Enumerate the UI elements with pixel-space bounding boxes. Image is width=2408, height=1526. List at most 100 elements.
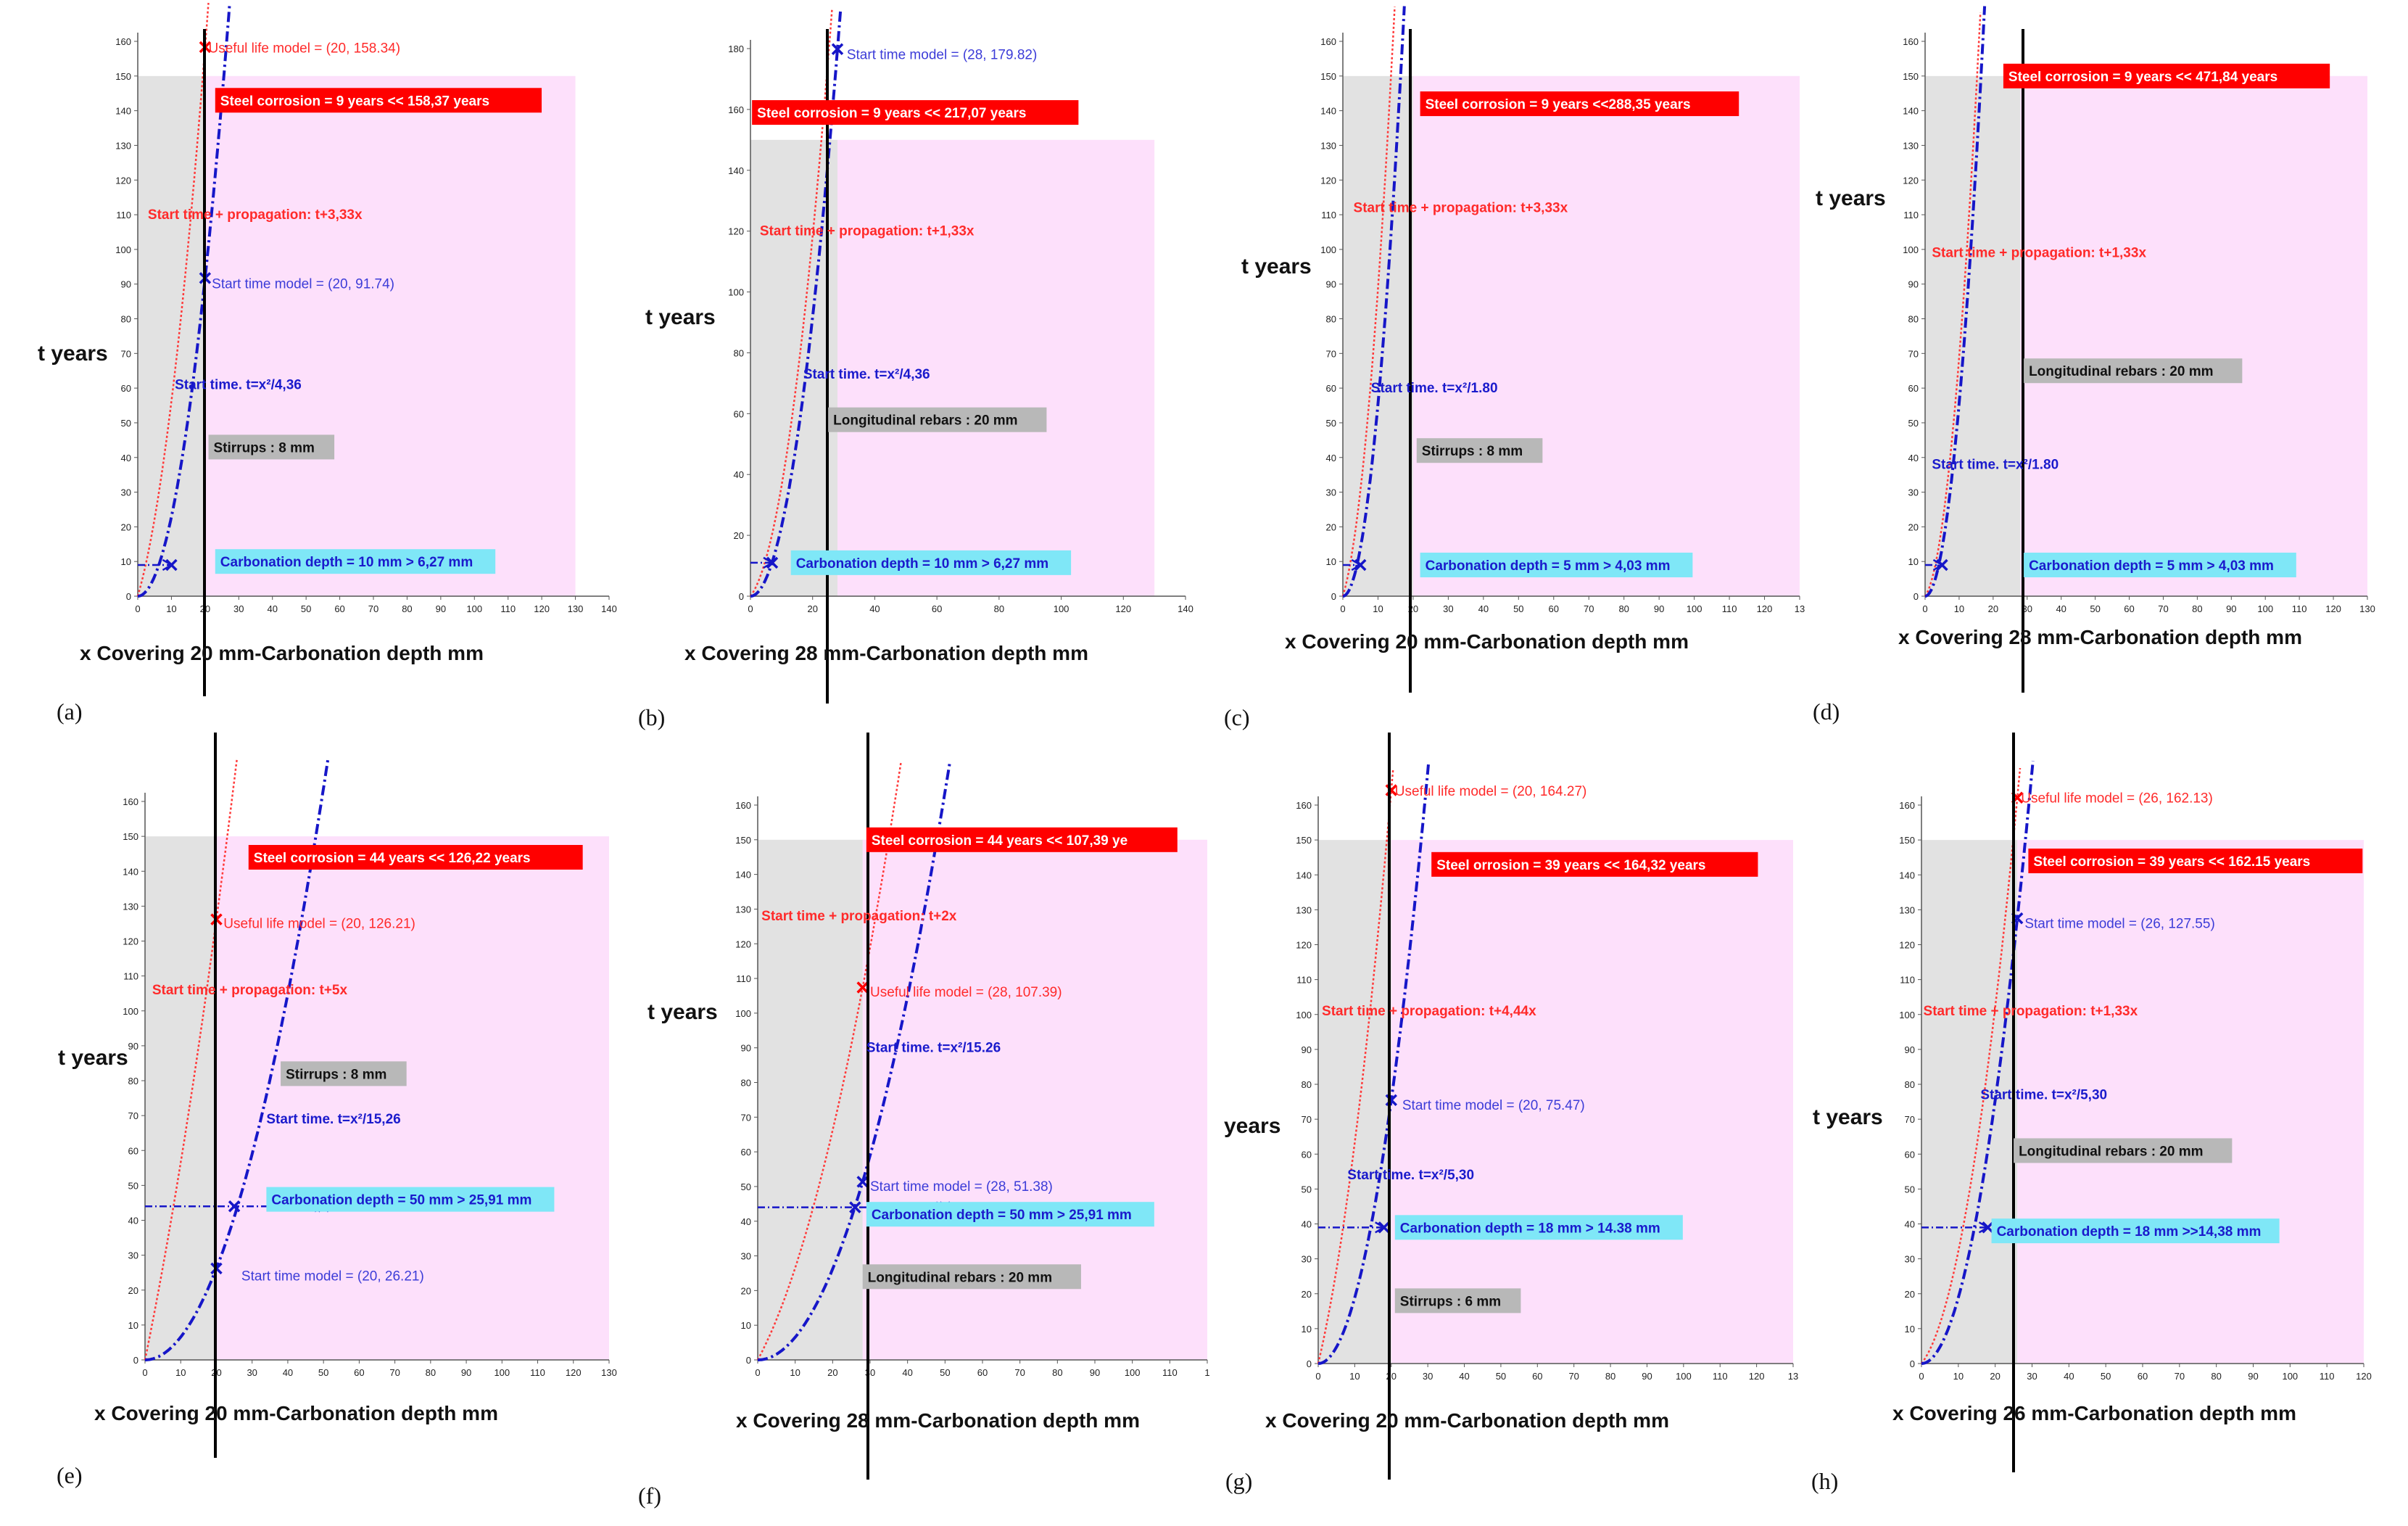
- y-tick-label: 140: [1903, 106, 1919, 117]
- x-tick-label: 80: [2211, 1371, 2221, 1382]
- x-tick-label: 140: [1178, 603, 1193, 614]
- y-tick-label: 0: [739, 591, 744, 602]
- y-tick-label: 130: [1903, 140, 1919, 151]
- x-tick-label: 80: [1605, 1371, 1615, 1382]
- x-tick-label: 80: [1052, 1367, 1062, 1378]
- x-tick-label: 10: [1954, 603, 1964, 614]
- y-tick-label: 160: [1899, 800, 1915, 811]
- data-point-marker: [856, 981, 869, 994]
- x-tick-label: 0: [1315, 1371, 1320, 1382]
- x-axis-label: x Covering 26 mm-Carbonation depth mm: [1892, 1402, 2296, 1424]
- x-tick-label: 10: [1349, 1371, 1360, 1382]
- y-tick-label: 50: [1908, 418, 1919, 429]
- gray-zone: [1921, 840, 2018, 1364]
- annotation-label: Start time + propagation: t+2x: [761, 909, 957, 924]
- x-tick-label: 110: [500, 603, 516, 614]
- pink-zone: [204, 75, 576, 596]
- y-tick-label: 80: [741, 1078, 751, 1089]
- y-tick-label: 70: [1302, 1114, 1312, 1125]
- annotation-box-red: [2028, 849, 2363, 873]
- y-tick-label: 180: [728, 44, 744, 54]
- x-tick-label: 40: [2064, 1371, 2074, 1382]
- annotation-label: Start time. t=x²/5,30: [1980, 1087, 2107, 1102]
- x-tick-label: 110: [530, 1367, 545, 1378]
- x-tick-label: 60: [1549, 603, 1559, 614]
- y-tick-label: 30: [121, 487, 131, 498]
- x-tick-label: 20: [807, 603, 817, 614]
- panel-label: (h): [1811, 1468, 1838, 1494]
- series-line-start-time: [750, 9, 843, 598]
- y-tick-label: 120: [728, 226, 744, 237]
- annotation-box-gray: [281, 1061, 407, 1086]
- y-tick-label: 60: [1326, 383, 1336, 394]
- y-tick-label: 60: [121, 383, 131, 394]
- x-tick-label: 80: [994, 603, 1004, 614]
- y-tick-label: 110: [736, 973, 751, 984]
- series-line-propagation: [756, 762, 902, 1361]
- x-tick-label: 30: [2027, 1371, 2037, 1382]
- annotation-label: Start time + propagation: t+3,33x: [1354, 201, 1568, 216]
- y-tick-label: 90: [121, 279, 131, 290]
- x-tick-label: 80: [2192, 603, 2202, 614]
- y-tick-label: 110: [1321, 210, 1336, 220]
- annotation-label: Start time model = (28, 51.38): [870, 1179, 1053, 1195]
- y-tick-label: 130: [1899, 904, 1915, 915]
- annotation-box-cyan: [266, 1187, 555, 1212]
- annotation-box-text: Carbonation depth = 10 mm > 6,27 mm: [796, 556, 1048, 572]
- annotation-box-cyan: [215, 549, 496, 574]
- x-tick-label: 110: [1713, 1371, 1728, 1382]
- x-tick-label: 70: [2158, 603, 2168, 614]
- x-axis-label: x Covering 28 mm-Carbonation depth mm: [1898, 626, 2302, 648]
- x-tick-label: 40: [1459, 1371, 1469, 1382]
- x-tick-label: 1: [1204, 1367, 1209, 1378]
- x-tick-label: 70: [1014, 1367, 1025, 1378]
- x-tick-label: 0: [135, 603, 140, 614]
- x-tick-label: 30: [233, 603, 244, 614]
- y-tick-label: 80: [121, 314, 131, 325]
- y-tick-label: 10: [741, 1320, 751, 1331]
- x-tick-label: 20: [1988, 603, 1998, 614]
- x-tick-label: 60: [2138, 1371, 2148, 1382]
- y-tick-label: 140: [115, 106, 131, 117]
- x-tick-label: 90: [1654, 603, 1664, 614]
- pink-zone: [2017, 840, 2364, 1364]
- x-tick-label: 0: [1919, 1371, 1924, 1382]
- annotation-box-text: Longitudinal rebars : 20 mm: [868, 1270, 1052, 1285]
- y-tick-label: 40: [1908, 453, 1919, 463]
- annotation-box-text: Steel corrosion = 44 years << 107,39 ye: [872, 833, 1128, 849]
- gray-zone: [145, 836, 217, 1360]
- y-tick-label: 30: [1302, 1254, 1312, 1265]
- y-tick-label: 30: [128, 1250, 138, 1261]
- x-tick-label: 70: [368, 603, 378, 614]
- annotation-box-text: Longitudinal rebars : 20 mm: [2029, 364, 2213, 379]
- x-axis-label: x Covering 20 mm-Carbonation depth mm: [80, 642, 484, 664]
- x-tick-label: 90: [1642, 1371, 1652, 1382]
- annotation-label: Useful life model = (20, 164.27): [1395, 784, 1587, 799]
- x-tick-label: 50: [1496, 1371, 1506, 1382]
- x-tick-label: 80: [402, 603, 412, 614]
- series-line-start-time: [1342, 6, 1406, 598]
- y-tick-label: 20: [1326, 521, 1336, 532]
- y-tick-label: 150: [1296, 835, 1312, 846]
- y-tick-label: 0: [126, 591, 131, 602]
- data-point-marker: [849, 1201, 861, 1213]
- x-tick-label: 10: [1373, 603, 1383, 614]
- x-tick-label: 40: [1478, 603, 1489, 614]
- x-tick-label: 0: [1340, 603, 1345, 614]
- annotation-box-text: Stirrups : 8 mm: [1422, 444, 1523, 459]
- y-tick-label: 0: [1307, 1358, 1312, 1369]
- x-tick-label: 50: [318, 1367, 328, 1378]
- y-tick-label: 70: [1905, 1114, 1915, 1125]
- y-tick-label: 50: [1905, 1184, 1915, 1195]
- data-point-marker: [766, 556, 779, 569]
- annotation-box-text: Steel corrosion = 44 years << 126,22 yea…: [254, 851, 531, 866]
- annotation-label: Start time model = (28, 179.82): [847, 47, 1037, 62]
- y-tick-label: 120: [123, 936, 138, 947]
- annotation-box-red: [752, 100, 1079, 125]
- y-tick-label: 10: [121, 556, 131, 567]
- x-tick-label: 0: [142, 1367, 147, 1378]
- pink-zone: [1412, 75, 1800, 596]
- x-tick-label: 40: [283, 1367, 293, 1378]
- y-tick-label: 100: [728, 287, 744, 298]
